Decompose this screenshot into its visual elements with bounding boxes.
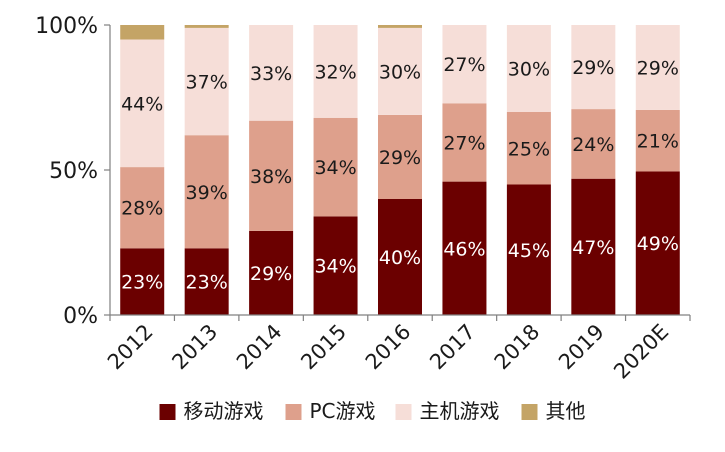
bar-segment (184, 248, 229, 315)
bar-segment (120, 25, 165, 40)
data-label: 32% (314, 61, 356, 83)
bar-segment (442, 103, 487, 182)
data-label: 30% (508, 59, 550, 81)
bar-segment (313, 117, 358, 217)
bar-segment (506, 25, 551, 112)
x-tick-label: 2019 (554, 320, 609, 375)
legend-swatch (285, 404, 302, 420)
data-label: 29% (379, 147, 421, 169)
bar-segment (184, 135, 229, 249)
bar-segment (571, 25, 616, 110)
bar-segment (378, 199, 422, 315)
data-label: 34% (314, 157, 356, 179)
x-tick-label: 2015 (296, 320, 351, 375)
bar-segment (249, 25, 294, 121)
data-label: 25% (508, 138, 550, 160)
bar-segment (120, 39, 165, 168)
data-label: 49% (637, 233, 679, 255)
bar-segment (635, 109, 680, 172)
x-tick-label: 2017 (425, 320, 480, 375)
bar-segment (184, 25, 229, 28)
data-label: 30% (379, 61, 421, 83)
data-label: 33% (250, 63, 292, 85)
data-label: 37% (186, 72, 228, 94)
y-tick-label: 0% (63, 304, 98, 329)
legend-swatch (521, 404, 538, 420)
bar-segment (635, 25, 680, 110)
bar-segment (506, 112, 551, 185)
legend-swatch (395, 404, 412, 420)
data-label: 27% (443, 132, 485, 154)
data-label: 40% (379, 247, 421, 269)
data-label: 29% (637, 57, 679, 79)
bar-segment (378, 27, 422, 115)
bar-segment (184, 27, 229, 136)
data-label: 24% (572, 134, 614, 156)
data-label: 34% (314, 256, 356, 278)
data-label: 38% (250, 166, 292, 188)
bar-segment (313, 216, 358, 315)
bar-segment (120, 248, 165, 315)
data-label: 47% (572, 237, 614, 259)
data-label: 28% (121, 198, 163, 220)
bar-segment (442, 25, 487, 104)
x-tick-label: 2018 (490, 320, 545, 375)
data-label: 23% (121, 272, 163, 294)
legend-label: PC游戏 (310, 399, 376, 423)
legend-label: 主机游戏 (420, 399, 500, 423)
legend-swatch (159, 404, 176, 420)
data-label: 44% (121, 93, 163, 115)
x-tick-label: 2016 (361, 320, 416, 375)
bars-layer: 23% 28% 44% 23% 39% 37% 29% 38% 33% 34% 34% 32% 40% 2… (120, 25, 680, 315)
bar-segment (635, 171, 680, 315)
data-label: 45% (508, 240, 550, 262)
y-tick-label: 50% (49, 159, 98, 184)
bar-segment (378, 114, 422, 199)
bar-segment (506, 184, 551, 315)
bar-segment (120, 167, 165, 249)
bar-segment (571, 178, 616, 315)
bar-segment (378, 25, 422, 28)
data-label: 27% (443, 54, 485, 76)
y-tick-label: 100% (35, 14, 98, 39)
bar-segment (249, 120, 294, 231)
bar-segment (313, 25, 358, 118)
data-label: 23% (186, 272, 228, 294)
x-tick-label: 2014 (232, 320, 287, 375)
data-label: 21% (637, 131, 679, 153)
legend-label: 移动游戏 (184, 399, 264, 423)
data-label: 46% (443, 238, 485, 260)
data-label: 29% (250, 263, 292, 285)
x-tick-label: 2012 (103, 320, 158, 375)
x-tick-label: 2013 (167, 320, 222, 375)
x-tick-label: 2020E (609, 320, 673, 384)
bar-segment (571, 109, 616, 179)
data-label: 29% (572, 57, 614, 79)
legend-label: 其他 (546, 399, 586, 423)
legend: 移动游戏 PC游戏 主机游戏 其他 (159, 399, 586, 423)
bar-segment (249, 230, 294, 315)
bar-segment (442, 181, 487, 315)
data-label: 39% (186, 182, 228, 204)
